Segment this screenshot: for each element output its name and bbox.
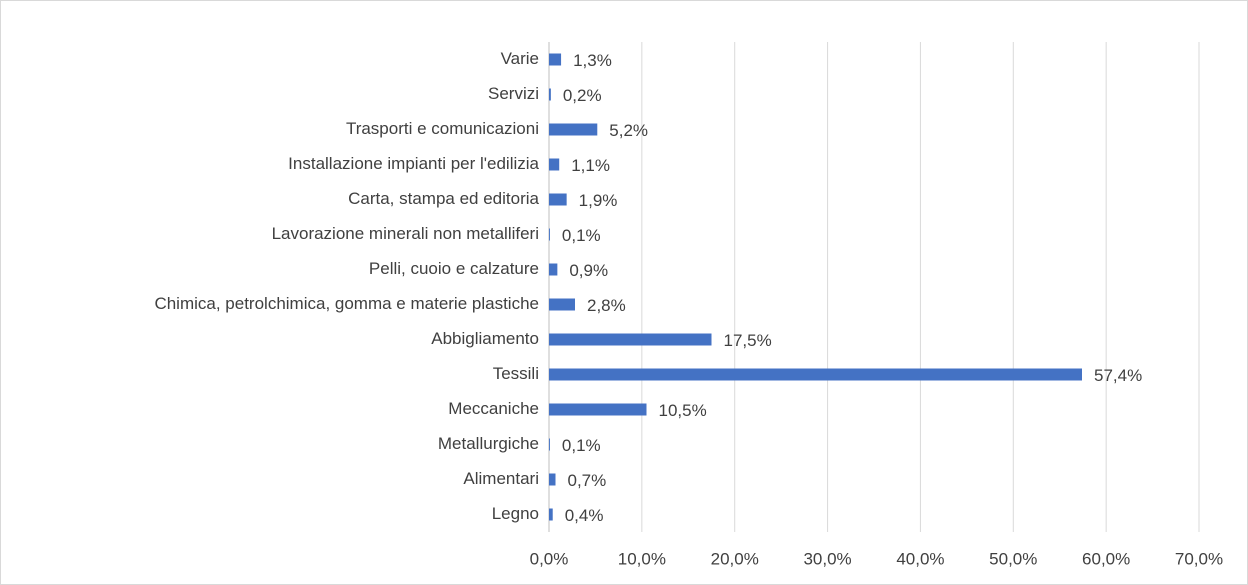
y-tick-label: Metallurgiche [438, 434, 539, 453]
data-label: 17,5% [724, 331, 772, 350]
data-label: 1,3% [573, 51, 612, 70]
bar [549, 53, 562, 66]
y-tick-label: Servizi [488, 84, 539, 103]
data-label: 0,1% [562, 226, 601, 245]
x-tick-label: 40,0% [896, 549, 944, 568]
x-tick-label: 0,0% [530, 549, 569, 568]
y-tick-label: Abbigliamento [431, 329, 539, 348]
bar [549, 228, 550, 241]
y-tick-label: Trasporti e comunicazioni [346, 119, 539, 138]
y-tick-label: Installazione impianti per l'edilizia [288, 154, 539, 173]
y-tick-label: Meccaniche [448, 399, 539, 418]
bar [549, 333, 712, 346]
bar [549, 263, 558, 276]
y-tick-label: Pelli, cuoio e calzature [369, 259, 539, 278]
y-tick-label: Tessili [493, 364, 539, 383]
bar [549, 368, 1082, 381]
data-label: 0,2% [563, 86, 602, 105]
x-tick-label: 10,0% [618, 549, 666, 568]
data-label: 0,1% [562, 436, 601, 455]
data-label: 1,1% [571, 156, 610, 175]
data-label: 1,9% [579, 191, 618, 210]
data-label: 10,5% [659, 401, 707, 420]
y-tick-label: Chimica, petrolchimica, gomma e materie … [154, 294, 539, 313]
bar [549, 193, 567, 206]
y-tick-label: Varie [501, 49, 539, 68]
data-label: 5,2% [609, 121, 648, 140]
y-tick-label: Lavorazione minerali non metalliferi [272, 224, 539, 243]
data-label: 0,4% [565, 506, 604, 525]
x-tick-label: 20,0% [711, 549, 759, 568]
data-label: 0,9% [569, 261, 608, 280]
data-label: 2,8% [587, 296, 626, 315]
bar [549, 298, 575, 311]
bar [549, 508, 553, 521]
y-tick-label: Carta, stampa ed editoria [348, 189, 539, 208]
x-tick-label: 60,0% [1082, 549, 1130, 568]
bar [549, 158, 560, 171]
y-tick-label: Alimentari [463, 469, 539, 488]
bar [549, 438, 550, 451]
bar [549, 473, 556, 486]
bar [549, 403, 647, 416]
y-tick-label: Legno [492, 504, 539, 523]
x-tick-label: 30,0% [803, 549, 851, 568]
bar [549, 88, 551, 101]
x-tick-label: 50,0% [989, 549, 1037, 568]
x-tick-label: 70,0% [1175, 549, 1223, 568]
data-label: 57,4% [1094, 366, 1142, 385]
bar [549, 123, 598, 136]
data-label: 0,7% [568, 471, 607, 490]
